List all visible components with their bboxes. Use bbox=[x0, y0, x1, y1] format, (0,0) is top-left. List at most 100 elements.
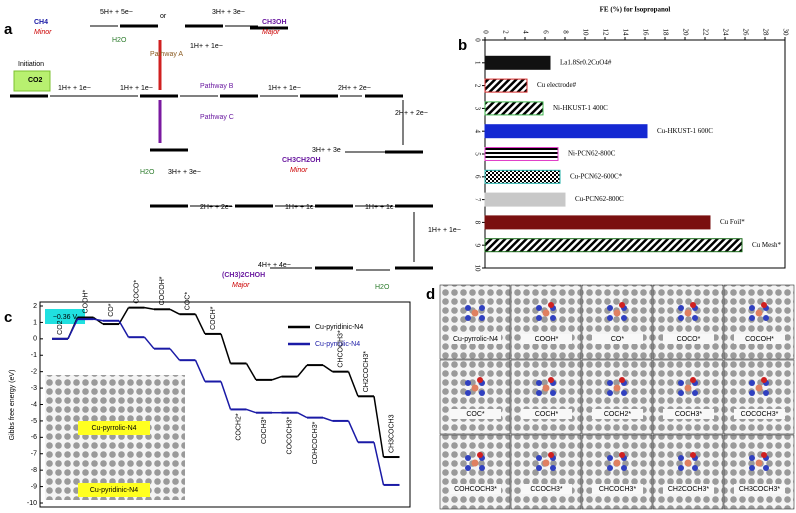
structure-cell bbox=[510, 359, 582, 435]
scheme-text: 1H+ + 1e− bbox=[190, 43, 223, 50]
connector bbox=[220, 381, 232, 410]
scheme-text: CH3CH2OH bbox=[282, 157, 321, 164]
y-tick-label: 1 bbox=[473, 61, 481, 65]
n-atom bbox=[465, 390, 471, 396]
structure-cell bbox=[652, 284, 724, 360]
bar-label: Cu Mesh* bbox=[752, 241, 781, 249]
n-atom bbox=[479, 315, 485, 321]
cu-atom bbox=[684, 309, 692, 317]
n-atom bbox=[749, 305, 755, 311]
connector bbox=[322, 364, 333, 373]
n-atom bbox=[607, 305, 613, 311]
x-tick-label: 22 bbox=[701, 29, 709, 37]
scheme-text: 2H+ + 2e− bbox=[395, 110, 428, 117]
connector bbox=[373, 442, 385, 486]
caption-bg bbox=[521, 409, 572, 419]
step-label: COC* bbox=[184, 292, 191, 311]
connector bbox=[220, 333, 232, 364]
bar-label: Ni-PCN62-800C bbox=[568, 150, 616, 158]
scheme-text: Minor bbox=[34, 29, 52, 36]
structure-cell bbox=[581, 359, 653, 435]
n-atom bbox=[536, 465, 542, 471]
structure-cell bbox=[652, 434, 724, 510]
n-atom bbox=[678, 315, 684, 321]
connector bbox=[347, 371, 359, 397]
scheme-text: 1H+ + 1e− bbox=[268, 85, 301, 92]
n-atom bbox=[678, 380, 684, 386]
adsorbate bbox=[548, 302, 554, 308]
bar bbox=[484, 192, 566, 207]
connector bbox=[245, 363, 257, 381]
n-atom bbox=[536, 455, 542, 461]
scheme-text: 2H+ + 2e− bbox=[338, 85, 371, 92]
structure-caption: CCOCH3* bbox=[530, 486, 563, 493]
bar bbox=[484, 147, 559, 161]
y-tick-label: -1 bbox=[31, 352, 37, 359]
caption-bg bbox=[450, 334, 501, 344]
scheme-text: H2O bbox=[375, 284, 390, 291]
n-atom bbox=[749, 390, 755, 396]
scheme-text: 3H+ + 3e− bbox=[212, 9, 245, 16]
y-tick-label: -10 bbox=[27, 500, 37, 507]
caption-bg bbox=[592, 484, 643, 494]
structure-caption: COCOCH3* bbox=[741, 411, 779, 418]
connector bbox=[93, 318, 104, 322]
scheme-text: Pathway C bbox=[200, 114, 234, 121]
scheme-text: (CH3)2CHOH bbox=[222, 272, 265, 279]
bar bbox=[484, 169, 561, 184]
x-tick-label: 30 bbox=[781, 29, 789, 37]
step-label: COCH* bbox=[210, 306, 217, 330]
structure-caption: COHCOCH3* bbox=[454, 486, 497, 493]
caption-bg bbox=[663, 334, 714, 344]
structure-caption: CHCOCH3* bbox=[599, 486, 637, 493]
scheme-text: 1H+ + 1e− bbox=[285, 204, 318, 211]
y-tick-label: 6 bbox=[473, 175, 481, 179]
structure-caption: COCOH* bbox=[745, 336, 774, 343]
bar bbox=[484, 55, 551, 70]
structure-cell bbox=[439, 434, 511, 510]
n-atom bbox=[749, 465, 755, 471]
bar bbox=[484, 238, 743, 253]
connector bbox=[169, 308, 180, 315]
structure-cell bbox=[439, 359, 511, 435]
connector bbox=[169, 348, 181, 361]
step-label: COCO* bbox=[133, 280, 140, 304]
n-atom bbox=[550, 465, 556, 471]
caption-bg bbox=[521, 484, 572, 494]
step-label: COCOH* bbox=[159, 276, 166, 305]
structure-cell bbox=[652, 359, 724, 435]
bar-label: Cu-PCN62-600C* bbox=[570, 172, 623, 180]
caption-bg bbox=[663, 409, 714, 419]
step-label: CH2COCH3* bbox=[363, 351, 370, 393]
caption-bg bbox=[450, 484, 501, 494]
structure-caption: COCO* bbox=[677, 336, 701, 343]
n-atom bbox=[749, 315, 755, 321]
y-tick-label: 8 bbox=[473, 221, 481, 225]
n-atom bbox=[607, 465, 613, 471]
connector bbox=[246, 408, 257, 414]
structure-cell bbox=[581, 284, 653, 360]
y-axis-label: Gibbs free energy (eV) bbox=[9, 370, 16, 441]
cu-atom bbox=[542, 384, 550, 392]
y-tick-label: 2 bbox=[33, 303, 37, 310]
bar bbox=[484, 101, 544, 116]
adsorbate bbox=[477, 452, 483, 458]
n-atom bbox=[536, 305, 542, 311]
scheme-text: H2O bbox=[112, 37, 127, 44]
structure-cell bbox=[439, 284, 511, 360]
caption-bg bbox=[663, 484, 714, 494]
x-tick-label: 20 bbox=[681, 29, 689, 37]
y-tick-label: -4 bbox=[31, 401, 37, 408]
n-atom bbox=[607, 315, 613, 321]
bar-label: Cu Foil* bbox=[720, 218, 745, 226]
connector bbox=[194, 313, 206, 335]
x-tick-label: 8 bbox=[561, 30, 569, 34]
cu-atom bbox=[471, 459, 479, 467]
chart-title: FE (%) for Isopropanol bbox=[600, 6, 671, 14]
step-label: COCH2* bbox=[235, 413, 242, 441]
adsorbate bbox=[477, 377, 483, 383]
scheme-text: 1H+ + 1e− bbox=[428, 227, 461, 234]
adsorbate bbox=[761, 377, 767, 383]
y-tick-label: 7 bbox=[473, 198, 481, 202]
adsorbate bbox=[761, 302, 767, 308]
